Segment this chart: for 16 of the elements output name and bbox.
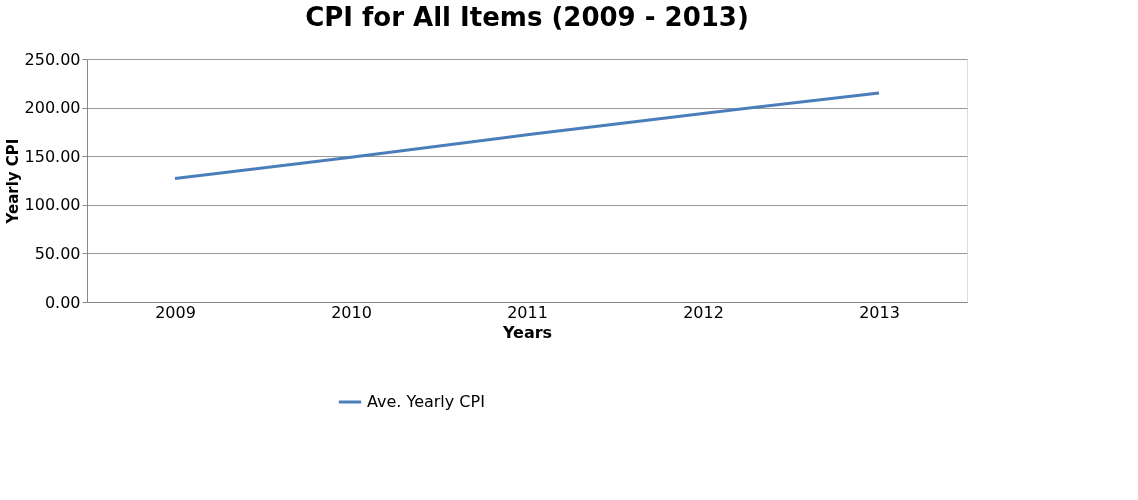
line-series: [173, 91, 881, 181]
x-tick-label: 2010: [331, 302, 372, 322]
y-tick-label: 100.00: [24, 195, 81, 215]
x-tick-label: 2012: [683, 302, 724, 322]
y-tick-label: 150.00: [24, 146, 81, 166]
y-tick-label: 200.00: [24, 98, 81, 118]
y-tick-label: 250.00: [24, 49, 81, 69]
y-axis-title: Yearly CPI: [3, 138, 22, 225]
x-tick-label: 2013: [859, 302, 900, 322]
legend-label: Ave. Yearly CPI: [367, 392, 485, 411]
y-tick-label: 50.00: [34, 243, 81, 263]
x-axis-title: Years: [501, 322, 553, 342]
x-tick-label: 2011: [507, 302, 548, 322]
y-tick-label: 0.00: [44, 292, 81, 312]
x-tick-label: 2009: [155, 302, 196, 322]
chart-title: CPI for All Items (2009 - 2013): [305, 2, 749, 32]
